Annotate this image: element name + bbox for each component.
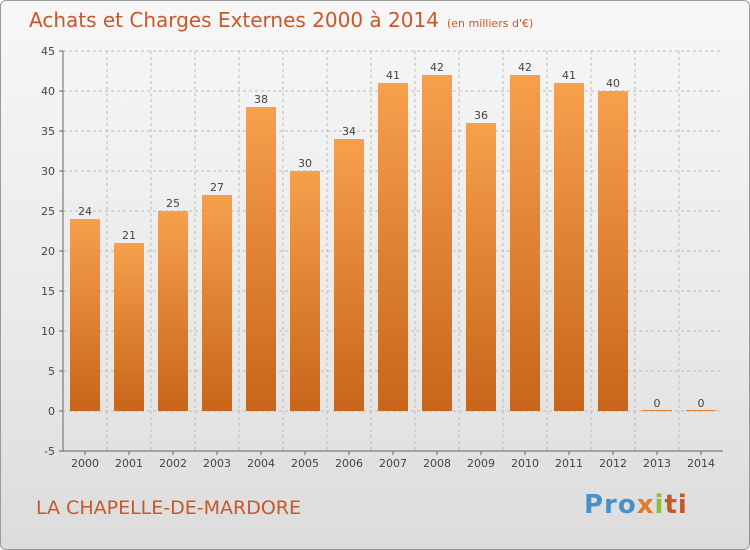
y-tick-label: 40 [41,85,55,98]
x-tick-label: 2003 [203,457,231,470]
x-tick-label: 2008 [423,457,451,470]
data-label: 34 [342,125,356,138]
data-label: 0 [698,397,705,410]
data-label: 24 [78,205,92,218]
data-label: 40 [606,77,620,90]
bars [70,75,716,411]
x-tick-label: 2012 [599,457,627,470]
bar[interactable] [158,211,188,411]
data-labels: 24 21 25 27 38 30 34 41 42 36 42 41 40 0 0 [78,61,705,410]
x-tick-label: 2002 [159,457,187,470]
y-tick-label: 20 [41,245,55,258]
bar[interactable] [466,123,496,411]
y-tick-label: 25 [41,205,55,218]
data-label: 0 [654,397,661,410]
y-tick-label: 30 [41,165,55,178]
x-tick-label: 2001 [115,457,143,470]
bar[interactable] [246,107,276,411]
x-tick-label: 2009 [467,457,495,470]
bar[interactable] [422,75,452,411]
y-tick-label: 35 [41,125,55,138]
commune-name: LA CHAPELLE-DE-MARDORE [36,497,301,519]
x-tick-label: 2004 [247,457,275,470]
data-label: 41 [562,69,576,82]
y-tick-label: 45 [41,45,55,58]
bar[interactable] [554,83,584,411]
x-tick-label: 2006 [335,457,363,470]
logo-part: x [636,490,655,520]
data-label: 42 [518,61,532,74]
x-tick-label: 2011 [555,457,583,470]
data-label: 25 [166,197,180,210]
y-tick-label: 15 [41,285,55,298]
chart-title: Achats et Charges Externes 2000 à 2014 (e… [29,8,533,32]
bar[interactable] [114,243,144,411]
logo-part: ti [664,490,688,520]
x-tick-label: 2014 [687,457,715,470]
data-label: 38 [254,93,268,106]
bar[interactable] [598,91,628,411]
x-tick-label: 2010 [511,457,539,470]
axes: -5 0 5 10 15 20 25 30 35 40 45 2000 2001 2002 2003 2004… [41,45,723,470]
data-label: 36 [474,109,488,122]
proxiti-logo[interactable]: Proxiti [584,490,688,520]
bar[interactable] [642,410,672,411]
data-label: 41 [386,69,400,82]
logo-part: i [654,490,665,520]
data-label: 27 [210,181,224,194]
chart-subtitle: (en milliers d'€) [446,17,534,30]
data-label: 21 [122,229,136,242]
x-tick-label: 2000 [71,457,99,470]
bar[interactable] [290,171,320,411]
data-label: 30 [298,157,312,170]
bar[interactable] [510,75,540,411]
y-tick-label: 10 [41,325,55,338]
y-tick-label: 0 [48,405,55,418]
data-label: 42 [430,61,444,74]
x-tick-label: 2005 [291,457,319,470]
x-tick-label: 2013 [643,457,671,470]
y-tick-label: 5 [48,365,55,378]
bar[interactable] [202,195,232,411]
bar[interactable] [70,219,100,411]
y-tick-label: -5 [44,445,55,458]
title-text: Achats et Charges Externes 2000 à 2014 [29,8,439,32]
bar[interactable] [334,139,364,411]
x-tick-label: 2007 [379,457,407,470]
bar[interactable] [378,83,408,411]
bar[interactable] [686,410,716,411]
logo-part: Pro [584,490,637,520]
